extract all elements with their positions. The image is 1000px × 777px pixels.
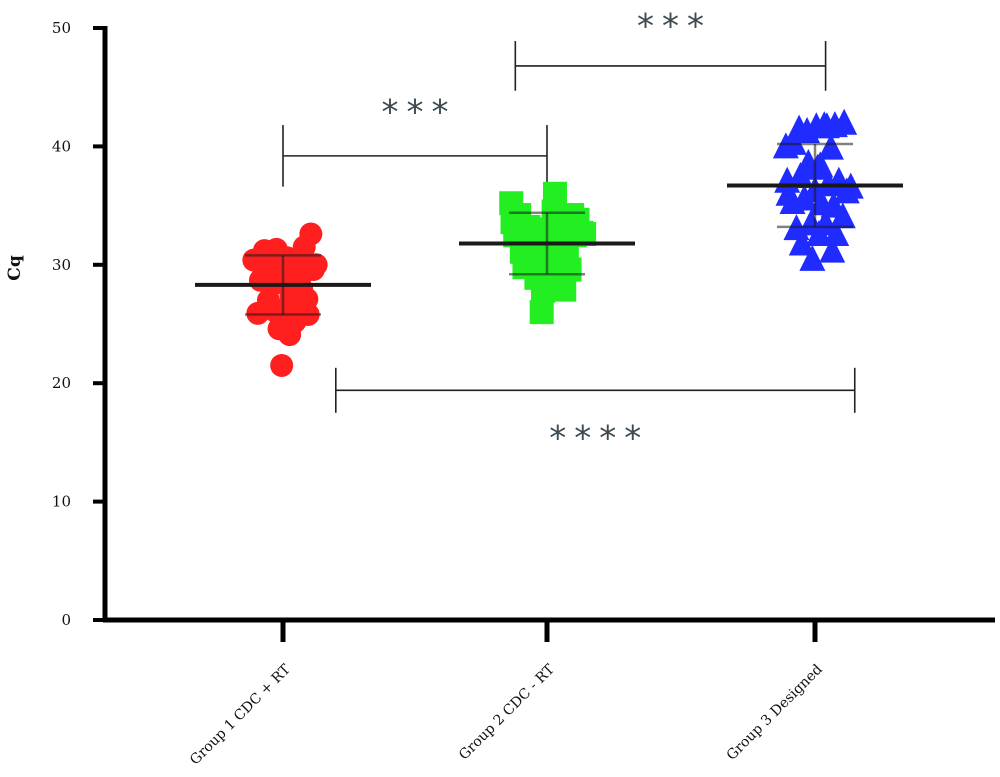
y-tick-label: 10 xyxy=(52,493,71,511)
significance-label: *** xyxy=(637,6,712,46)
point-triangle xyxy=(813,112,840,139)
x-tick-label: Group 3 Designed xyxy=(724,661,826,763)
point-square xyxy=(529,300,554,325)
y-tick-label: 40 xyxy=(52,137,71,155)
point-square xyxy=(542,181,567,206)
point-triangle xyxy=(817,133,844,160)
point-triangle xyxy=(823,220,850,247)
point-triangle xyxy=(780,128,807,155)
x-tick-label: Group 1 CDC + RT xyxy=(187,661,294,768)
point-circle xyxy=(299,222,323,246)
y-tick-label: 50 xyxy=(52,19,71,37)
point-circle xyxy=(304,253,328,277)
significance-label: *** xyxy=(382,93,457,133)
mean-sd-bars xyxy=(195,142,903,316)
point-triangle xyxy=(788,229,815,256)
y-tick-label: 20 xyxy=(52,374,71,392)
point-square xyxy=(552,277,577,302)
point-triangle xyxy=(829,202,856,229)
point-circle xyxy=(290,276,314,300)
point-circle xyxy=(270,353,294,377)
y-tick-label: 30 xyxy=(52,256,71,274)
point-triangle xyxy=(831,108,858,135)
point-triangle xyxy=(799,244,826,271)
significance-brackets: ********** xyxy=(282,6,856,458)
point-square xyxy=(557,257,582,282)
y-tick-label: 0 xyxy=(61,611,71,629)
y-axis-label: Cq xyxy=(5,255,25,281)
significance-label: **** xyxy=(549,418,649,458)
point-triangle xyxy=(786,114,813,141)
point-triangle xyxy=(787,162,814,188)
point-triangle xyxy=(819,236,846,263)
x-tick-label: Group 2 CDC - RT xyxy=(456,661,558,763)
